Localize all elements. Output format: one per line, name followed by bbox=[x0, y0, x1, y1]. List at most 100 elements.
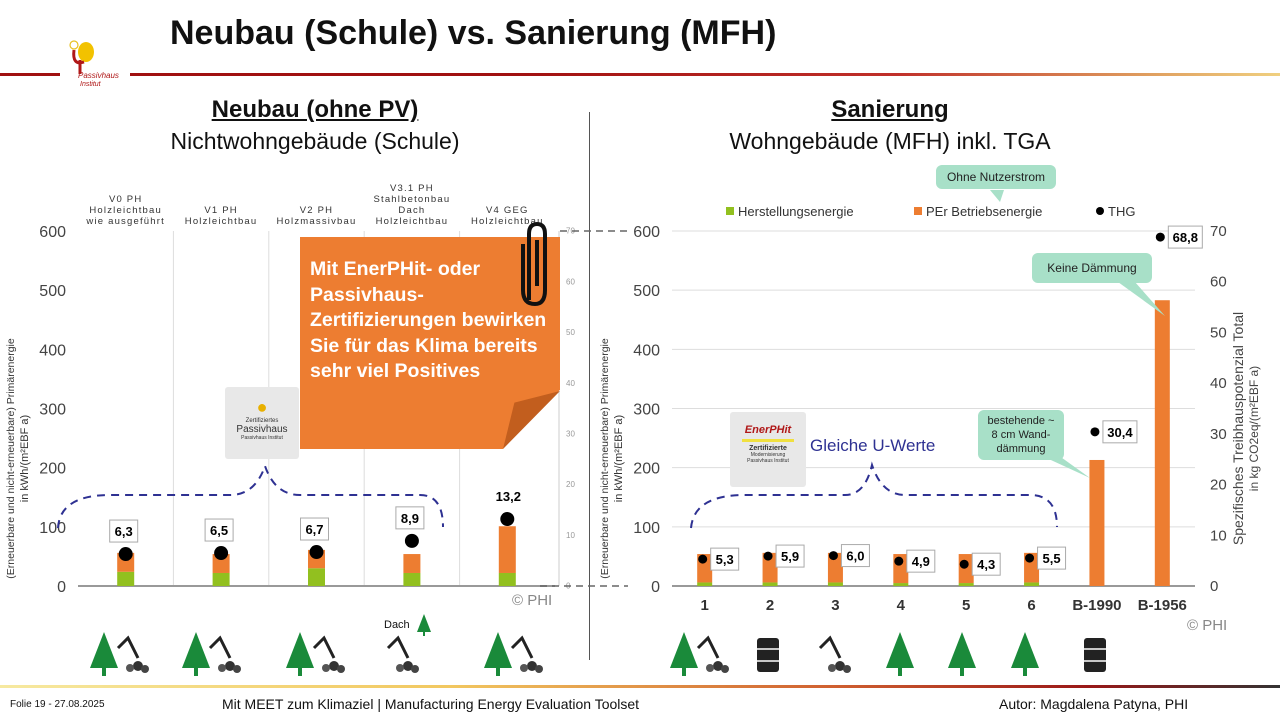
rubble-icon bbox=[535, 665, 543, 673]
category-label: 3 bbox=[831, 597, 839, 614]
ghg-point bbox=[1155, 232, 1165, 242]
rubble-icon bbox=[396, 664, 404, 672]
y-tick-label: 300 bbox=[633, 402, 660, 419]
bar-betriebsenergie bbox=[1154, 300, 1170, 586]
category-label: B-1990 bbox=[1072, 597, 1121, 614]
tree-icon bbox=[1011, 632, 1039, 668]
tree-trunk bbox=[898, 668, 902, 676]
ghg-label: 5,9 bbox=[781, 549, 799, 564]
rubble-icon bbox=[835, 661, 845, 671]
rubble-icon bbox=[713, 661, 723, 671]
cert-main: EnerPHit bbox=[744, 424, 792, 436]
paperclip-icon bbox=[521, 221, 547, 307]
y-tick-label: 400 bbox=[39, 342, 66, 359]
y-axis-label: (Erneuerbare und nicht-erneuerbare) Prim… bbox=[599, 338, 611, 579]
section-divider bbox=[589, 112, 590, 660]
tree-trunk bbox=[423, 632, 425, 636]
category-label: Holzleichtbau bbox=[376, 216, 449, 227]
category-label: Holzleichtbau bbox=[185, 216, 258, 227]
tree-trunk bbox=[194, 668, 198, 676]
y2-tick-label: 40 bbox=[566, 379, 575, 388]
ghg-label: 5,3 bbox=[716, 552, 734, 567]
excavator-icon bbox=[312, 635, 336, 659]
cert-main: Passivhaus bbox=[236, 424, 288, 435]
rubble-icon bbox=[721, 665, 729, 673]
ghg-label: 6,0 bbox=[846, 549, 864, 564]
category-label: B-1956 bbox=[1138, 597, 1187, 614]
ghg-label-box bbox=[971, 552, 1001, 576]
rubble-icon bbox=[411, 665, 419, 673]
rubble-icon bbox=[337, 665, 345, 673]
tree-icon bbox=[484, 632, 512, 668]
dach-label: Dach bbox=[384, 619, 410, 631]
y-tick-label: 500 bbox=[39, 283, 66, 300]
ghg-label-box bbox=[1102, 420, 1138, 444]
y-tick-label: 200 bbox=[633, 461, 660, 478]
bar-betriebsenergie bbox=[958, 554, 974, 584]
bar-herstellungsenergie bbox=[308, 568, 325, 586]
ghg-label-box bbox=[906, 549, 936, 573]
rubble-icon bbox=[706, 664, 714, 672]
rubble-icon bbox=[843, 665, 851, 673]
bar-herstellungsenergie bbox=[117, 571, 135, 586]
tree-icon bbox=[182, 632, 210, 668]
rubble-icon bbox=[233, 665, 241, 673]
rubble-icon bbox=[403, 661, 413, 671]
y-tick-label: 300 bbox=[39, 402, 66, 419]
category-label: Holzleichtbau bbox=[471, 216, 544, 227]
rubble-icon bbox=[520, 664, 528, 672]
category-label: 4 bbox=[897, 597, 906, 614]
bar-herstellungsenergie bbox=[212, 572, 230, 586]
y2-tick-label: 60 bbox=[566, 277, 575, 286]
footer-title: Mit MEET zum Klimaziel | Manufacturing E… bbox=[222, 696, 640, 712]
tree-icon bbox=[286, 632, 314, 668]
legend-label: THG bbox=[1108, 204, 1135, 219]
passivhaus-institut-logo: Passivhaus Institut bbox=[60, 38, 130, 88]
excavator-icon bbox=[386, 635, 410, 659]
bar-betriebsenergie bbox=[1089, 459, 1105, 586]
bar-betriebsenergie bbox=[403, 554, 421, 573]
callout-ohne-nutzerstrom: Ohne Nutzerstrom bbox=[936, 165, 1056, 189]
ghg-label-box bbox=[710, 547, 740, 571]
rubble-icon bbox=[828, 664, 836, 672]
ghg-point bbox=[309, 545, 324, 560]
y-axis-label-unit: in kWh/(m²EBF a) bbox=[19, 415, 31, 502]
tree-trunk bbox=[1023, 668, 1027, 676]
copyright-left: © PHI bbox=[512, 592, 553, 609]
footer-slide-info: Folie 19 - 27.08.2025 bbox=[10, 699, 105, 710]
rubble-icon bbox=[329, 661, 339, 671]
y-axis-label-unit: in kWh/(m²EBF a) bbox=[613, 415, 625, 502]
y-axis-label: (Erneuerbare und nicht-erneuerbare) Prim… bbox=[5, 338, 17, 579]
ghg-point bbox=[1025, 553, 1035, 563]
ghg-label: 4,3 bbox=[977, 557, 995, 572]
cert-mid: Modernisierung bbox=[750, 452, 786, 458]
tree-trunk bbox=[960, 668, 964, 676]
y2-tick-label: 70 bbox=[566, 227, 575, 236]
y2-tick-label: 30 bbox=[1210, 426, 1227, 443]
category-label: V4 GEG bbox=[486, 205, 529, 216]
ghg-label: 68,8 bbox=[1173, 230, 1198, 245]
y-tick-label: 0 bbox=[651, 579, 660, 596]
tree-trunk bbox=[298, 668, 302, 676]
tree-icon bbox=[417, 614, 431, 632]
legend-swatch-thg bbox=[1096, 207, 1104, 215]
bar-herstellungsenergie bbox=[1024, 582, 1040, 586]
y-tick-label: 600 bbox=[39, 224, 66, 241]
category-label: Holzmassivbau bbox=[276, 216, 356, 227]
y2-tick-label: 10 bbox=[566, 531, 575, 540]
ghg-point bbox=[698, 554, 708, 564]
oil-barrel-icon bbox=[757, 638, 779, 672]
gleiche-u-werte-label: Gleiche U-Werte bbox=[810, 436, 936, 455]
rubble-icon bbox=[322, 664, 330, 672]
y2-tick-label: 50 bbox=[1210, 324, 1227, 341]
ghg-label-box bbox=[775, 544, 805, 568]
excavator-icon bbox=[696, 635, 720, 659]
brace-left bbox=[57, 462, 444, 529]
footer-author: Autor: Magdalena Patyna, PHI bbox=[999, 696, 1189, 712]
ghg-point bbox=[959, 559, 969, 569]
tree-icon bbox=[886, 632, 914, 668]
legend-label: PEr Betriebsenergie bbox=[926, 204, 1042, 219]
y2-axis-label-unit: in kg CO2eq/(m²EBF a) bbox=[1247, 366, 1261, 491]
cert-top: Zertifiziertes bbox=[245, 418, 279, 424]
legend-swatch-herstellungsenergie bbox=[726, 207, 734, 215]
